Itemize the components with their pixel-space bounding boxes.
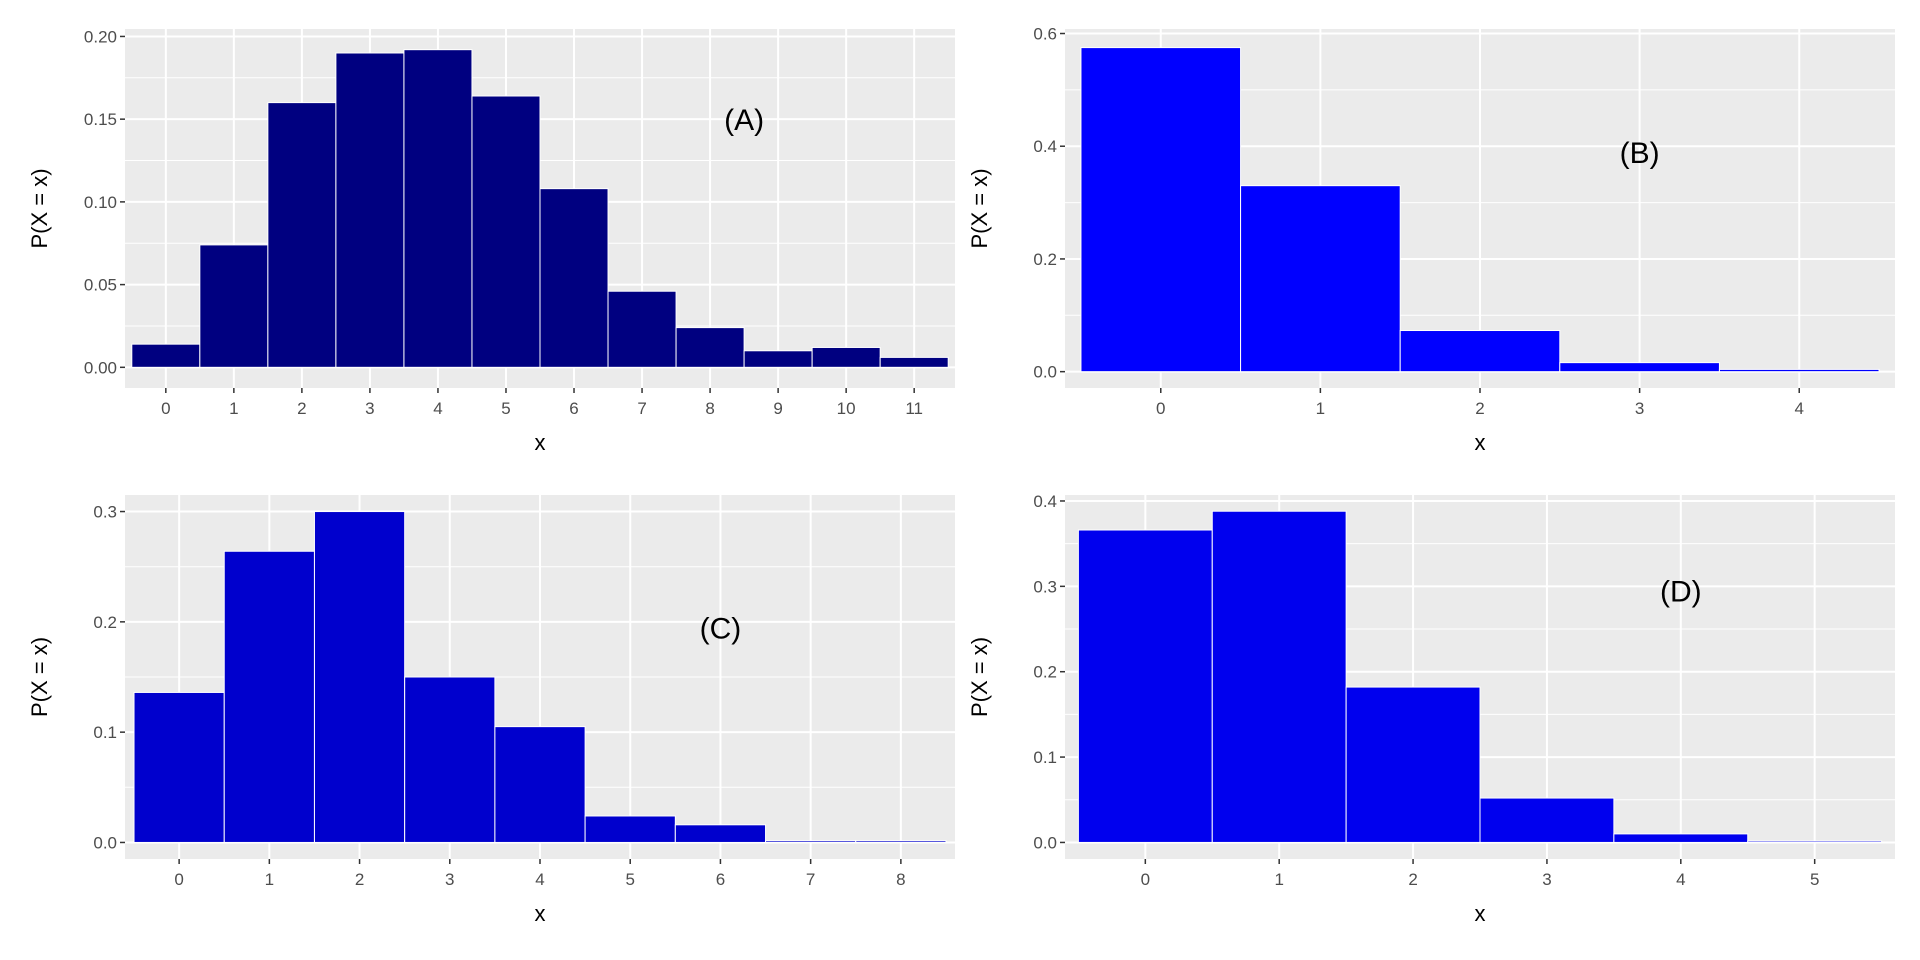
x-tick-label: 1 [229,399,238,418]
y-tick-label: 0.20 [84,27,117,46]
bar [1399,330,1561,373]
bar [1479,797,1615,843]
bar [1718,368,1880,373]
panel-b: 0.0 0.2 0.4 0.6 0 1 2 3 4 x P(X = x) (B) [967,25,1895,455]
x-axis-title: x [1475,901,1486,926]
y-tick-label: 0.0 [1033,363,1057,382]
bar [1345,686,1481,843]
x-axis-title: x [535,901,546,926]
x-tick-label: 0 [174,870,183,889]
panel-annotation: (A) [724,104,764,137]
bar [1240,185,1401,373]
panel-d: 0.0 0.1 0.2 0.3 0.4 0 1 2 3 4 5 x P(X = x) (D) [967,492,1895,926]
bar [1077,529,1213,843]
bar [674,824,767,843]
x-tick-label: 1 [265,870,274,889]
x-tick-label: 4 [535,870,544,889]
x-tick-label: 5 [1810,870,1819,889]
x-tick-label: 4 [1676,870,1685,889]
bar [404,676,496,843]
bar [765,840,857,843]
bar [811,346,881,368]
y-tick-label: 0.2 [1033,250,1057,269]
y-tick-label: 0.6 [1033,25,1057,44]
panel-annotation: (C) [700,612,742,645]
x-tick-label: 7 [637,399,646,418]
x-tick-label: 10 [837,399,856,418]
bar [879,356,949,368]
bar [607,290,677,368]
x-tick-label: 2 [1408,870,1417,889]
bar [494,726,586,843]
y-tick-label: 0.1 [93,723,117,742]
y-tick-label: 0.0 [1033,833,1057,852]
x-tick-label: 11 [905,399,923,418]
x-tick-label: 2 [355,870,364,889]
x-tick-label: 2 [297,399,306,418]
x-tick-label: 0 [1141,870,1150,889]
y-axis-title: P(X = x) [27,637,52,717]
x-tick-label: 0 [1156,399,1165,418]
y-tick-label: 0.4 [1033,492,1057,511]
x-axis-title: x [1475,430,1486,455]
x-tick-label: 1 [1274,870,1283,889]
bar [1747,840,1883,843]
x-tick-label: 6 [569,399,578,418]
bar [1080,47,1242,373]
x-tick-label: 5 [501,399,510,418]
y-tick-label: 0.0 [93,833,117,852]
y-tick-label: 0.2 [1033,663,1057,682]
bar [335,52,405,368]
x-tick-label: 3 [445,870,454,889]
x-tick-label: 1 [1316,399,1325,418]
y-axis-title: P(X = x) [27,168,52,248]
bar [539,188,609,368]
x-tick-label: 9 [773,399,782,418]
bar [1211,510,1347,843]
x-tick-label: 4 [1794,399,1803,418]
bar [133,691,225,843]
panel-a: 0.00 0.05 0.10 0.15 0.20 0 1 2 3 4 5 6 7 8 9 10 11 x P(X =… [27,27,955,455]
x-tick-label: 5 [625,870,634,889]
bar [199,244,269,368]
x-tick-label: 0 [161,399,170,418]
bar [403,49,473,368]
y-tick-label: 0.00 [84,358,117,377]
x-tick-label: 3 [365,399,374,418]
y-tick-label: 0.4 [1033,137,1057,156]
panel-annotation: (B) [1620,137,1660,170]
y-axis-title: P(X = x) [967,168,992,248]
y-tick-label: 0.2 [93,613,117,632]
x-tick-label: 8 [705,399,714,418]
x-axis-title: x [535,430,546,455]
y-axis-title: P(X = x) [967,637,992,717]
x-tick-label: 8 [896,870,905,889]
bar [1613,833,1749,843]
bar [743,350,813,368]
bar [223,550,315,843]
y-tick-label: 0.1 [1033,748,1057,767]
panel-annotation: (D) [1660,576,1702,609]
x-tick-label: 3 [1542,870,1551,889]
bar [313,511,406,843]
bar [267,102,337,368]
x-tick-label: 3 [1635,399,1644,418]
x-tick-label: 6 [716,870,725,889]
y-tick-label: 0.05 [84,276,117,295]
y-tick-label: 0.3 [93,503,117,522]
y-tick-label: 0.15 [84,110,117,129]
bar [584,815,676,843]
y-tick-label: 0.10 [84,193,117,212]
bar [471,95,541,368]
x-tick-label: 4 [433,399,442,418]
x-tick-label: 2 [1475,399,1484,418]
bar [675,327,745,368]
bar [131,343,201,368]
bar [1559,362,1720,373]
x-tick-label: 7 [806,870,815,889]
y-tick-label: 0.3 [1033,577,1057,596]
bar [855,840,947,843]
panel-c: 0.0 0.1 0.2 0.3 0 1 2 3 4 5 6 7 8 x P(X = x) (C) [27,495,955,926]
